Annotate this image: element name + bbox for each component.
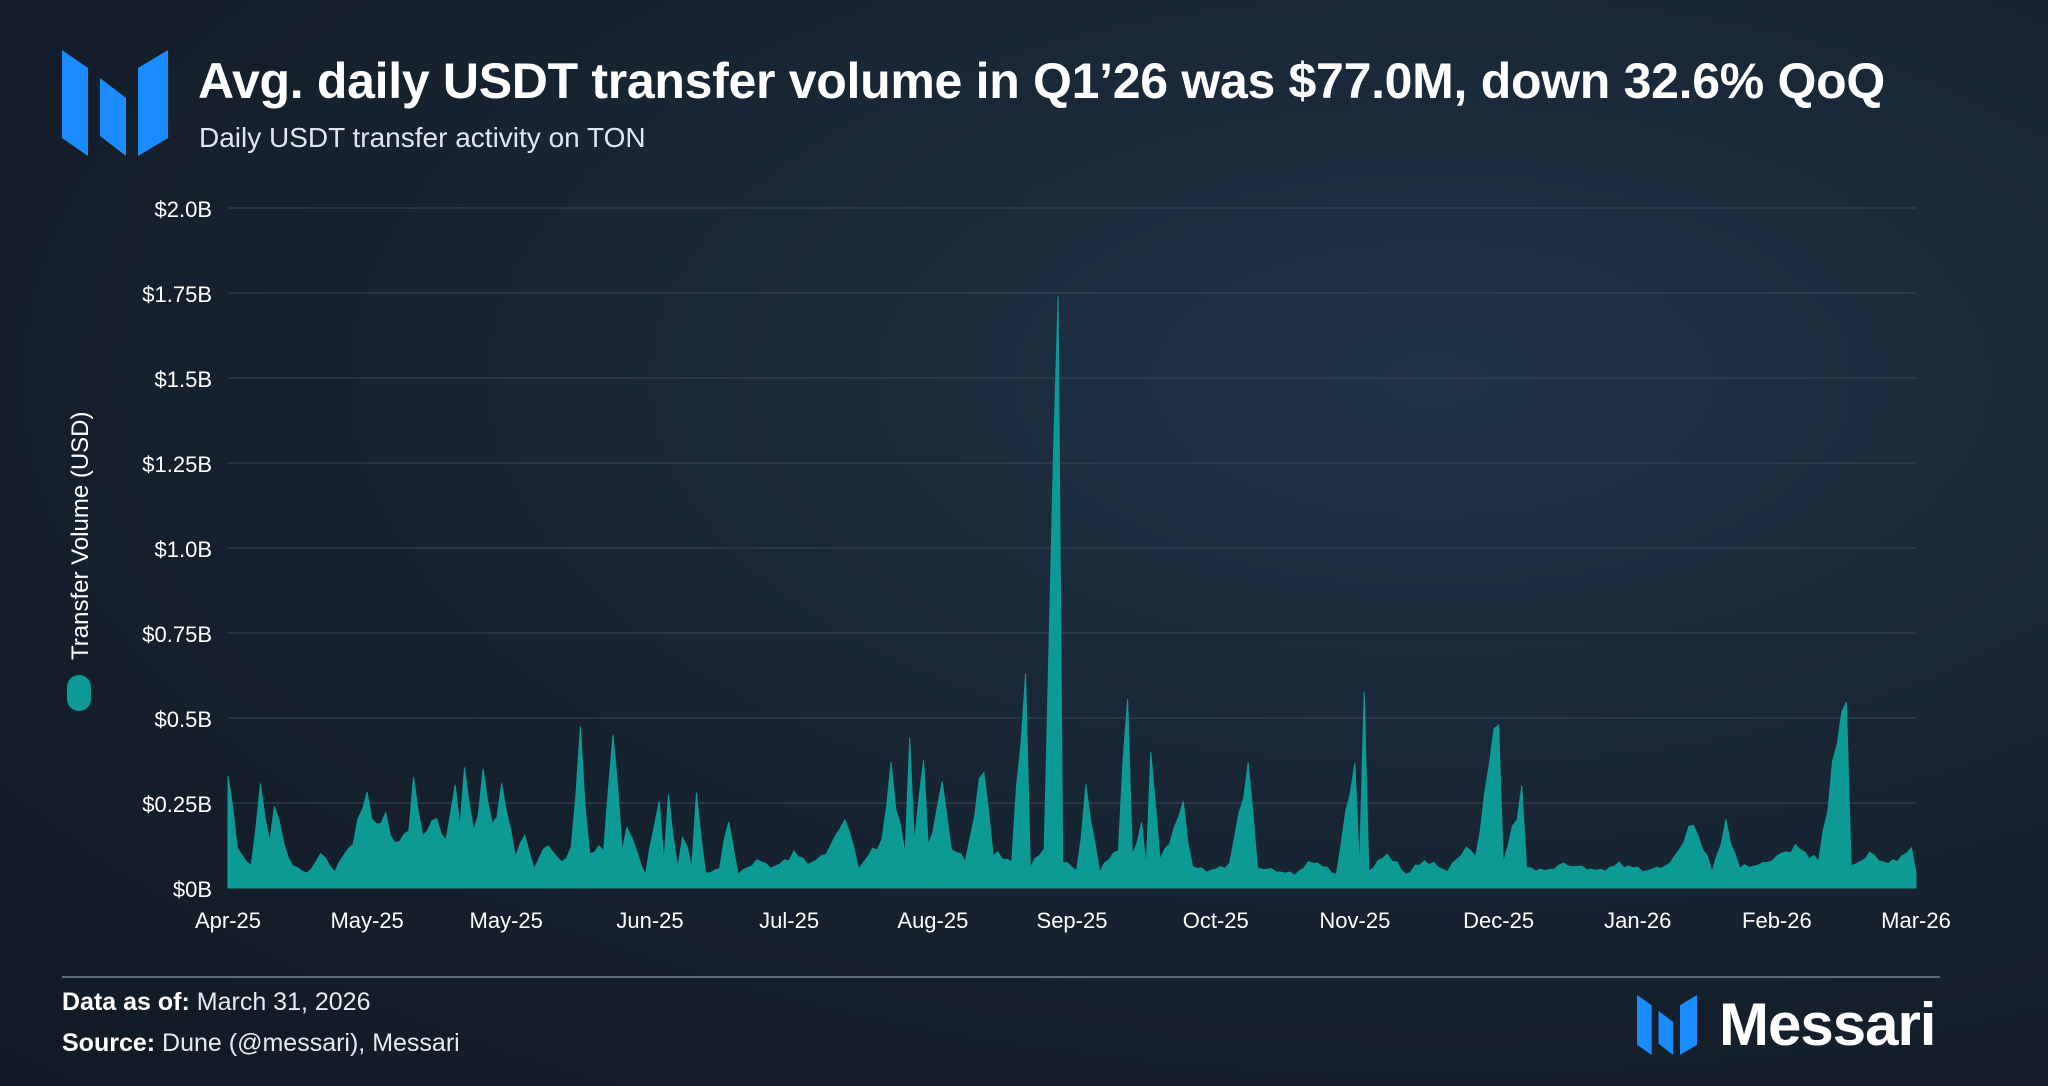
data-as-of-value: March 31, 2026 — [196, 988, 371, 1016]
series-group — [227, 296, 1917, 889]
y-tick-label: $1.5B — [155, 367, 213, 392]
data-as-of-label: Data as of: — [62, 988, 190, 1016]
x-tick-label: Jul-25 — [759, 908, 819, 933]
y-tick-label: $1.0B — [155, 537, 213, 562]
source-value: Dune (@messari), Messari — [162, 1029, 460, 1057]
x-tick-label: May-25 — [470, 908, 543, 933]
y-tick-label: $0.5B — [155, 707, 213, 732]
source-line: Source: Dune (@messari), Messari — [62, 1029, 460, 1058]
messari-logo-icon — [62, 50, 168, 156]
x-tick-label: Mar-26 — [1881, 908, 1951, 933]
x-tick-label: Oct-25 — [1183, 908, 1249, 933]
chart-title: Avg. daily USDT transfer volume in Q1’26… — [198, 53, 1885, 109]
footer-divider — [62, 976, 1940, 978]
x-axis-ticks: Apr-25 May-25 May-25 Jun-25 Jul-25 Aug-25 Sep-… — [195, 908, 1951, 933]
data-as-of: Data as of: March 31, 2026 — [62, 988, 370, 1017]
x-tick-label: Feb-26 — [1742, 908, 1812, 933]
y-axis-ticks: $0B $0.25B $0.5B $0.75B $1.0B $1.25B $1.5B $1.7… — [142, 197, 212, 902]
x-tick-label: Apr-25 — [195, 908, 261, 933]
x-tick-label: Jan-26 — [1604, 908, 1671, 933]
x-tick-label: Dec-25 — [1463, 908, 1534, 933]
source-label: Source: — [62, 1029, 156, 1057]
brand-lockup: Messari — [1637, 991, 1936, 1058]
y-tick-label: $0.25B — [142, 792, 212, 817]
x-tick-label: Aug-25 — [897, 908, 968, 933]
y-tick-label: $1.75B — [142, 282, 212, 307]
y-tick-label: $0.75B — [142, 622, 212, 647]
x-tick-label: Sep-25 — [1037, 908, 1108, 933]
y-tick-label: $0B — [173, 877, 212, 902]
x-tick-label: Jun-25 — [616, 908, 683, 933]
legend-swatch — [67, 675, 91, 711]
x-tick-label: May-25 — [330, 908, 403, 933]
x-tick-label: Nov-25 — [1319, 908, 1390, 933]
brand-logo-icon — [1637, 995, 1697, 1055]
brand-name: Messari — [1719, 991, 1936, 1058]
chart-subtitle: Daily USDT transfer activity on TON — [199, 122, 646, 153]
y-axis-label: Transfer Volume (USD) — [67, 411, 94, 660]
y-tick-label: $1.25B — [142, 452, 212, 477]
legend: Transfer Volume (USD) — [67, 411, 94, 711]
series-area — [227, 296, 1917, 889]
y-tick-label: $2.0B — [155, 197, 213, 222]
